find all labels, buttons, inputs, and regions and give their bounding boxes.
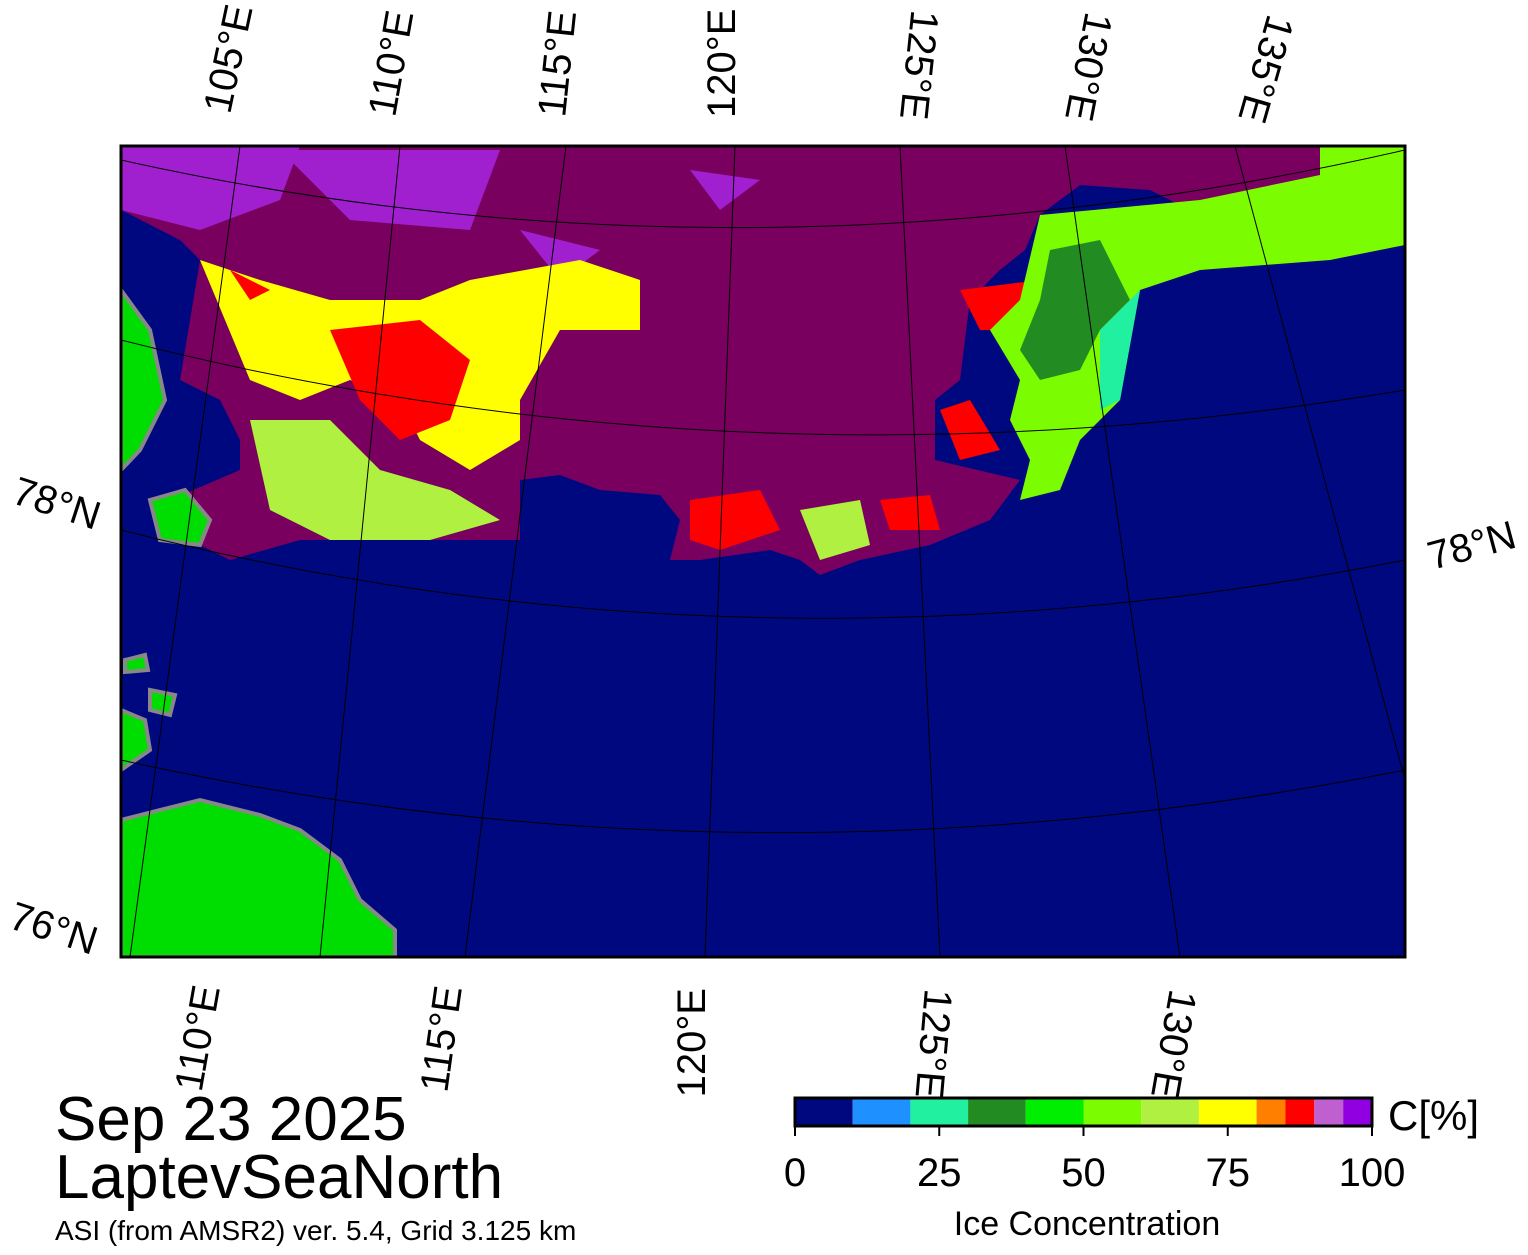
colorbar-segment	[1343, 1098, 1372, 1126]
colorbar-segment	[1083, 1098, 1142, 1126]
date: Sep 23 2025	[55, 1085, 407, 1154]
ice-green	[990, 146, 1405, 500]
lon-label: 120°E	[700, 9, 744, 118]
colorbar-label: Ice Concentration	[954, 1205, 1221, 1243]
lon-label: 110°E	[167, 982, 229, 1094]
colorbar-tick-label: 100	[1339, 1151, 1406, 1195]
map-frame	[119, 144, 1407, 959]
lon-label: 105°E	[196, 1, 262, 117]
region: LaptevSeaNorth	[55, 1143, 503, 1212]
lon-label: 120°E	[670, 988, 714, 1097]
lon-label: 125°E	[891, 8, 946, 121]
colorbar-segment	[910, 1098, 969, 1126]
colorbar-unit: C[%]	[1388, 1092, 1479, 1139]
colorbar-segment	[1141, 1098, 1199, 1126]
lon-label: 115°E	[530, 8, 585, 118]
colorbar-segment	[852, 1098, 911, 1126]
map	[121, 146, 1405, 957]
ice-teal	[1100, 290, 1140, 410]
colorbar-tick-label: 0	[784, 1151, 806, 1195]
ice-red	[230, 270, 1040, 550]
lon-label: 135°E	[1229, 10, 1301, 127]
colorbar-tick-label: 50	[1061, 1151, 1106, 1195]
lon-label: 130°E	[1142, 986, 1204, 1101]
lon-label: 110°E	[361, 7, 423, 119]
lat-label: 76°N	[4, 894, 103, 963]
land	[121, 286, 397, 957]
lat-label: 78°N	[7, 469, 106, 538]
colorbar-tick-label: 75	[1206, 1151, 1251, 1195]
lon-label: 115°E	[413, 983, 471, 1095]
lat-label: 78°N	[1423, 513, 1521, 579]
lon-label: 130°E	[1056, 9, 1120, 125]
ice-high	[121, 146, 1320, 575]
graticule	[121, 146, 1405, 957]
colorbar-segment	[968, 1098, 1026, 1126]
ice-dark-green	[1020, 240, 1130, 380]
colorbar-segment	[795, 1098, 853, 1126]
lon-label: 125°E	[906, 987, 959, 1100]
ice-purple	[121, 146, 760, 280]
ice-lime	[250, 420, 870, 560]
colorbar-segment	[1198, 1098, 1257, 1126]
colorbar-segment	[1314, 1098, 1344, 1126]
colorbar-segment	[1285, 1098, 1315, 1126]
source: ASI (from AMSR2) ver. 5.4, Grid 3.125 km	[55, 1215, 576, 1246]
colorbar-tick-label: 25	[917, 1151, 962, 1195]
colorbar-segment	[1025, 1098, 1084, 1126]
colorbar-segment	[1256, 1098, 1286, 1126]
